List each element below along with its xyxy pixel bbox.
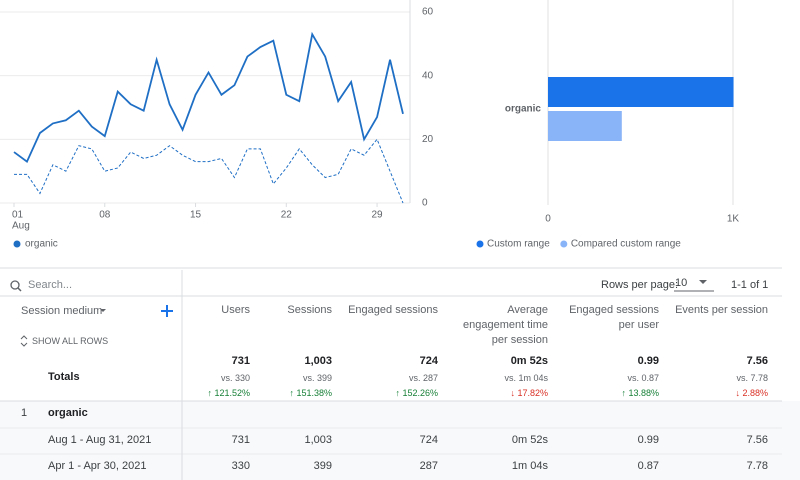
bar xyxy=(548,77,734,107)
total-compare: vs. 330 xyxy=(220,373,250,383)
totals-label: Totals xyxy=(48,371,80,383)
line-series xyxy=(14,138,404,204)
y-tick-label: 60 xyxy=(422,7,434,18)
category-label: organic xyxy=(505,104,542,115)
legend-label: organic xyxy=(25,239,58,250)
x-tick-label: 29 xyxy=(372,210,384,221)
column-header[interactable]: Events per session xyxy=(675,304,768,316)
column-header[interactable]: Sessions xyxy=(287,304,332,316)
total-value: 0m 52s xyxy=(510,355,548,367)
total-change: ↑ 151.38% xyxy=(289,388,332,398)
column-header[interactable]: Users xyxy=(221,304,250,316)
sort-arrow[interactable] xyxy=(100,309,106,312)
total-compare: vs. 7.78 xyxy=(736,373,768,383)
total-value: 731 xyxy=(231,355,250,367)
cell-value: 330 xyxy=(231,460,250,472)
cell-value: 731 xyxy=(231,434,250,446)
total-change: ↓ 2.88% xyxy=(735,388,768,398)
total-change: ↓ 17.82% xyxy=(510,388,548,398)
cell-value: 399 xyxy=(313,460,332,472)
expand-icon[interactable] xyxy=(20,335,28,347)
y-tick-label: 20 xyxy=(422,134,434,145)
total-compare: vs. 399 xyxy=(302,373,332,383)
dropdown-arrow[interactable] xyxy=(699,280,707,284)
show-all-rows[interactable]: SHOW ALL ROWS xyxy=(32,336,109,346)
y-tick-label: 40 xyxy=(422,70,434,81)
cell-value: 1m 04s xyxy=(511,460,548,472)
search-placeholder[interactable]: Search... xyxy=(28,279,73,291)
x-tick-label: 22 xyxy=(281,210,293,221)
dimension-header[interactable]: Session medium xyxy=(21,305,103,317)
total-value: 724 xyxy=(419,355,438,367)
cell-value: 7.78 xyxy=(746,460,768,472)
add-dimension[interactable] xyxy=(161,305,173,317)
cell-value: 7.56 xyxy=(746,434,768,446)
row-index: 1 xyxy=(21,407,28,419)
row-name: organic xyxy=(48,407,88,419)
pagination: 1-1 of 1 xyxy=(731,279,769,291)
cell-value: 0.87 xyxy=(637,460,659,472)
legend-label: Compared custom range xyxy=(571,239,681,250)
x-tick-label: 15 xyxy=(190,210,202,221)
legend-label: Custom range xyxy=(487,239,550,250)
line-series xyxy=(13,31,404,164)
x-tick-label: 1K xyxy=(727,214,740,225)
total-change: ↑ 13.88% xyxy=(621,388,659,398)
total-change: ↑ 121.52% xyxy=(207,388,250,398)
rows-per-page-label: Rows per page: xyxy=(601,279,679,291)
legend-marker xyxy=(13,240,21,248)
search-icon xyxy=(17,287,22,292)
legend-marker xyxy=(476,240,484,248)
cell-value: 724 xyxy=(419,434,438,446)
rows-per-page-value[interactable]: 10 xyxy=(675,277,688,289)
cell-value: 287 xyxy=(419,460,438,472)
x-tick-label: 0 xyxy=(545,214,551,225)
subrow-label: Aug 1 - Aug 31, 2021 xyxy=(48,434,152,446)
cell-value: 0m 52s xyxy=(511,434,548,446)
total-compare: vs. 1m 04s xyxy=(504,373,548,383)
column-header[interactable]: Engaged sessions per user xyxy=(569,304,659,331)
total-value: 0.99 xyxy=(637,355,659,367)
search-icon[interactable] xyxy=(10,280,20,290)
row-background xyxy=(0,401,800,480)
bar xyxy=(548,111,622,141)
column-header[interactable]: Average engagement time per session xyxy=(463,304,548,346)
x-month-label: Aug xyxy=(12,221,30,232)
cell-value: 0.99 xyxy=(637,434,659,446)
x-tick-label: 08 xyxy=(99,210,111,221)
column-header[interactable]: Engaged sessions xyxy=(348,304,438,316)
total-compare: vs. 287 xyxy=(408,373,438,383)
legend-marker xyxy=(560,240,568,248)
total-value: 1,003 xyxy=(304,355,332,367)
subrow-label: Apr 1 - Apr 30, 2021 xyxy=(48,460,147,472)
y-tick-label: 0 xyxy=(422,198,428,209)
total-compare: vs. 0.87 xyxy=(627,373,659,383)
x-tick-label: 01 xyxy=(12,210,24,221)
cell-value: 1,003 xyxy=(304,434,332,446)
total-change: ↑ 152.26% xyxy=(395,388,438,398)
total-value: 7.56 xyxy=(746,355,768,367)
